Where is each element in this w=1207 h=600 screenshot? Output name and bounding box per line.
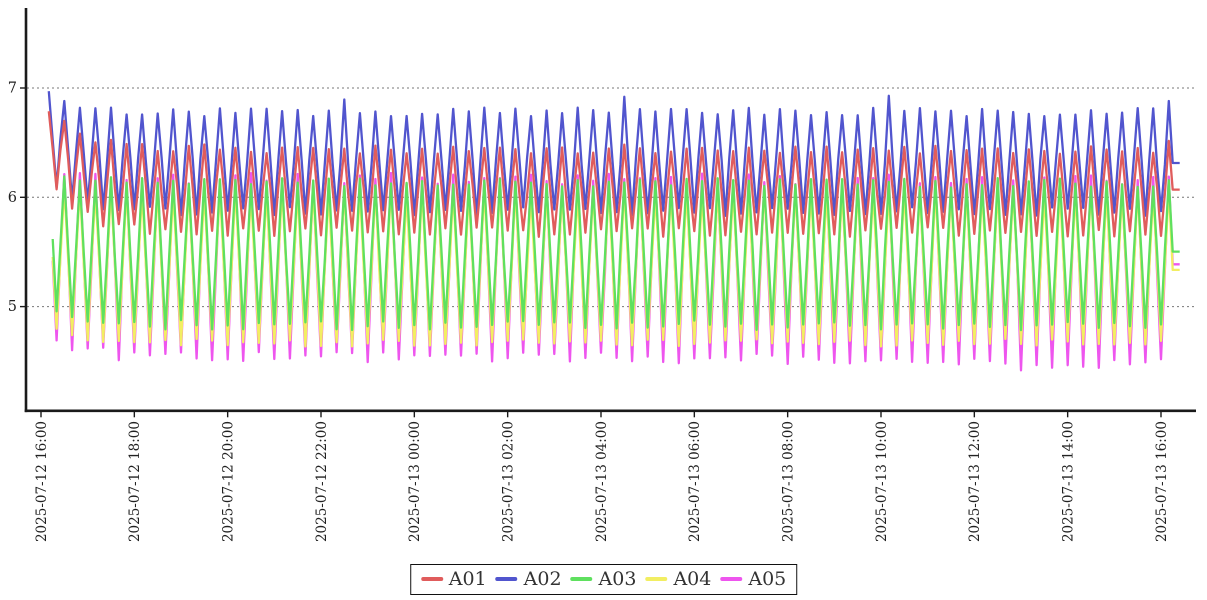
legend-item-a04[interactable]: A04 [645,567,712,590]
chart-canvas: 5 6 7 2025-07-12 16:00 2025-07-12 18:00 2025-… [8,8,1197,542]
legend-label-a04: A04 [673,567,712,590]
legend-swatch-a03 [570,577,593,581]
y-tick-label: 6 [8,190,17,206]
legend-swatch-a04 [645,577,668,581]
legend-item-a05[interactable]: A05 [720,567,787,590]
x-tick-label: 2025-07-13 16:00 [1154,421,1170,542]
x-tick-label: 2025-07-13 12:00 [967,421,983,542]
x-tick-label: 2025-07-13 10:00 [874,421,890,542]
legend-item-a02[interactable]: A02 [495,567,562,590]
legend-label-a02: A02 [523,567,562,590]
x-tick-label: 2025-07-13 04:00 [594,421,610,542]
x-tick-label: 2025-07-13 00:00 [407,421,423,542]
series-line-a02 [47,91,1180,217]
x-tick-label: 2025-07-12 16:00 [34,421,50,542]
series-line-a03 [51,175,1180,332]
series-line-a01 [47,111,1180,238]
y-tick-label: 7 [8,81,17,97]
x-tick-label: 2025-07-13 06:00 [687,421,703,542]
legend-swatch-a01 [420,577,443,581]
y-tick-label: 5 [8,299,17,315]
x-tick-label: 2025-07-13 08:00 [780,421,796,542]
legend-swatch-a05 [720,577,743,581]
legend-swatch-a02 [495,577,518,581]
legend-label-a05: A05 [748,567,787,590]
x-tick-label: 2025-07-12 22:00 [314,421,330,542]
x-tick-label: 2025-07-12 18:00 [127,421,143,542]
legend-item-a01[interactable]: A01 [420,567,487,590]
chart-legend: A01 A02 A03 A04 A05 [409,564,798,595]
legend-label-a03: A03 [598,567,637,590]
x-tick-label: 2025-07-13 02:00 [500,421,516,542]
x-tick-label: 2025-07-13 14:00 [1060,421,1076,542]
legend-label-a01: A01 [448,567,487,590]
legend-item-a03[interactable]: A03 [570,567,637,590]
x-tick-label: 2025-07-12 20:00 [220,421,236,542]
